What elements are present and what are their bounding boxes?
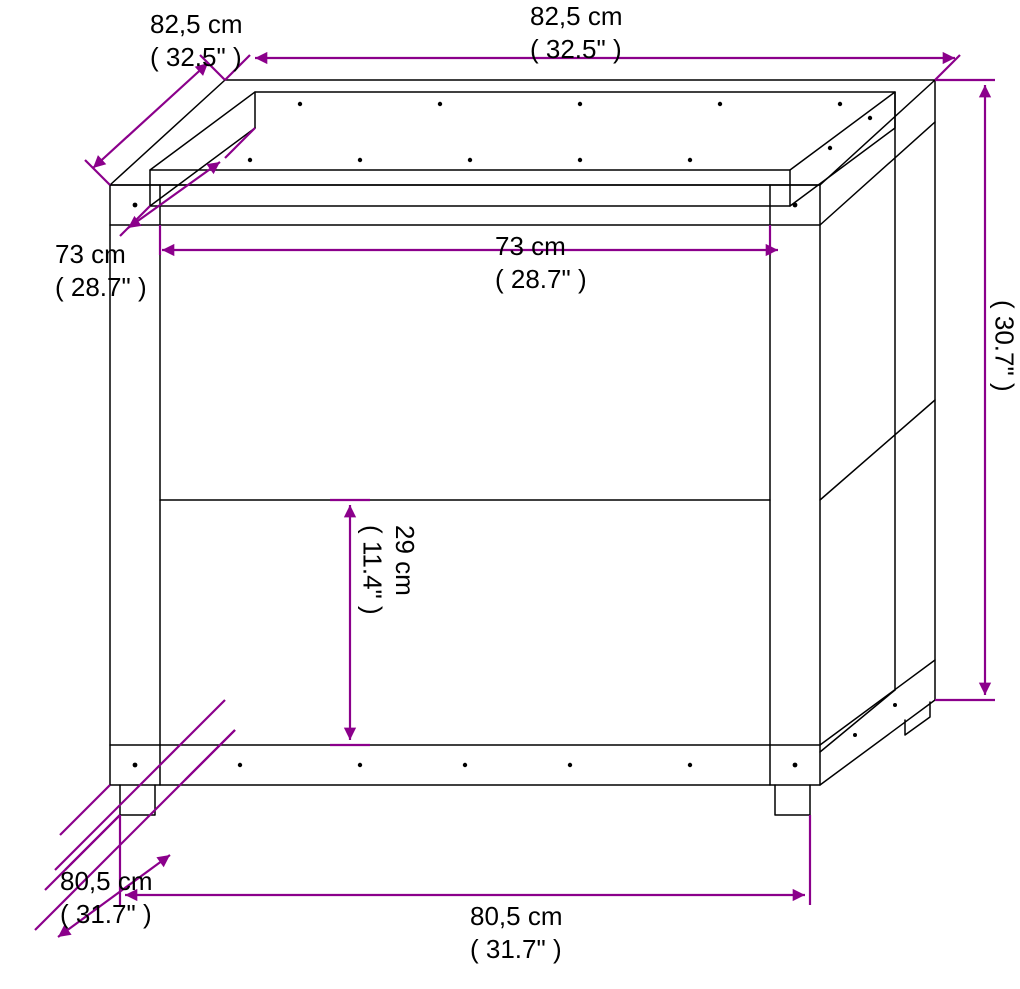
technical-drawing: [0, 0, 1020, 989]
dimension-lines-base: [58, 730, 810, 937]
diagram-stage: 82,5 cm ( 32.5" ) 82,5 cm ( 32.5" ) 73 c…: [0, 0, 1020, 989]
product-outline: [110, 80, 935, 815]
dimension-lines: [55, 55, 995, 870]
